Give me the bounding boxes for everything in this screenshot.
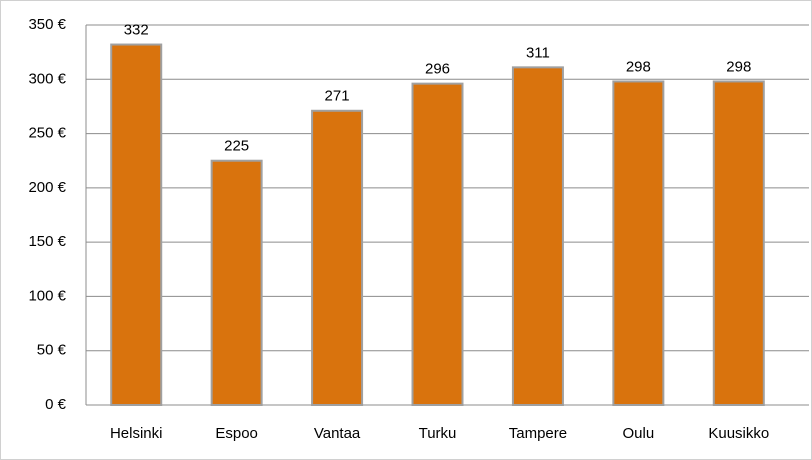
y-tick-label: 50 € (37, 342, 67, 359)
data-label: 225 (224, 138, 249, 155)
bar (511, 66, 564, 406)
y-tick-label: 350 € (28, 16, 66, 33)
y-tick-label: 100 € (28, 287, 66, 304)
y-tick-label: 150 € (28, 233, 66, 250)
y-tick-label: 200 € (28, 179, 66, 196)
x-tick-label: Espoo (215, 425, 258, 442)
data-label: 311 (526, 44, 550, 61)
bar (210, 159, 263, 406)
x-tick-label: Helsinki (110, 425, 163, 442)
y-tick-label: 0 € (45, 396, 67, 413)
bar (110, 43, 163, 407)
x-tick-label: Tampere (509, 425, 567, 442)
bar (612, 80, 665, 406)
data-label: 298 (626, 58, 651, 75)
y-tick-label: 300 € (28, 70, 66, 87)
data-label: 298 (726, 58, 751, 75)
x-tick-label: Vantaa (314, 425, 361, 442)
bar (712, 80, 765, 406)
bar (311, 109, 364, 407)
data-label: 296 (425, 61, 450, 78)
y-tick-label: 250 € (28, 125, 66, 142)
data-label: 271 (325, 88, 350, 105)
data-label: 332 (124, 22, 149, 39)
x-tick-label: Oulu (623, 425, 655, 442)
x-tick-label: Kuusikko (708, 425, 769, 442)
x-tick-label: Turku (419, 425, 457, 442)
bar (411, 82, 464, 406)
